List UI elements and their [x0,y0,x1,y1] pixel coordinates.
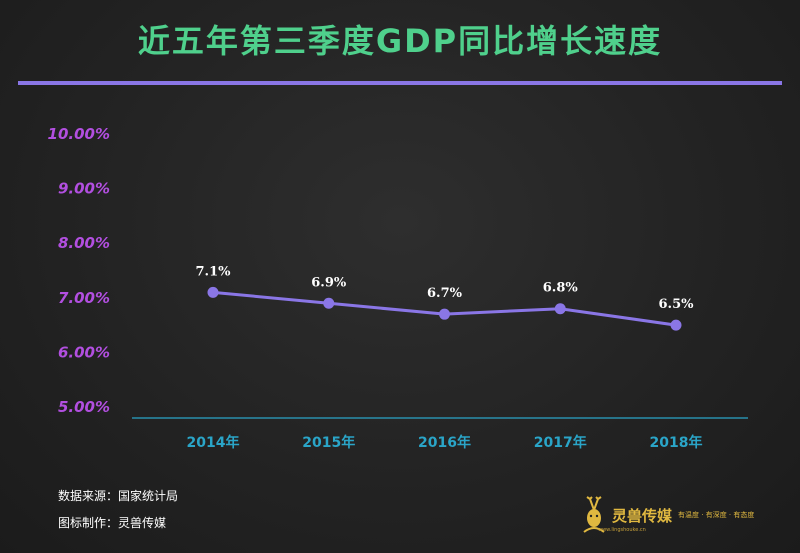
x-tick-label-0: 2014年 [187,434,240,451]
data-point-2 [439,308,450,320]
data-point-1 [323,297,335,309]
y-tick-label-1: 6.00% [58,343,110,361]
x-tick-label-3: 2017年 [534,434,587,451]
data-source: 数据来源：国家统计局 [58,489,179,503]
y-tick-label-2: 7.00% [58,289,110,307]
x-axis-ticks: 2014年 2015年 2016年 2017年 2018年 [187,434,703,451]
chart-title: 近五年第三季度GDP同比增长速度 [137,22,663,60]
data-label-2: 6.7% [427,286,463,301]
brand-logo: 灵兽传媒 有温度 · 有深度 · 有态度 www.lingshouke.cn [580,495,790,535]
brand-slogan: 有温度 · 有深度 · 有态度 [678,511,755,519]
y-tick-label-0: 5.00% [58,398,110,416]
data-label-3: 6.8% [543,281,579,296]
data-points [207,286,682,331]
x-tick-label-4: 2018年 [650,434,703,451]
brand-url: www.lingshouke.cn [598,527,646,533]
data-labels: 7.1% 6.9% 6.7% 6.8% 6.5% [196,264,695,312]
chart-credit: 图标制作：灵兽传媒 [58,516,167,530]
y-tick-label-3: 8.00% [58,234,110,252]
deer-logo-icon [583,496,605,533]
x-tick-label-1: 2015年 [302,434,355,451]
data-label-0: 7.1% [196,264,232,279]
y-axis-ticks: 5.00% 6.00% 7.00% 8.00% 9.00% 10.00% [48,125,110,416]
data-label-1: 6.9% [311,275,347,290]
data-label-4: 6.5% [659,297,695,312]
y-tick-label-5: 10.00% [48,125,110,143]
data-point-4 [670,319,682,331]
brand-name: 灵兽传媒 [612,506,673,525]
x-tick-label-2: 2016年 [418,434,471,451]
data-point-0 [207,286,219,298]
title-divider [18,81,782,85]
data-point-3 [554,303,566,315]
y-tick-label-4: 9.00% [58,180,110,198]
